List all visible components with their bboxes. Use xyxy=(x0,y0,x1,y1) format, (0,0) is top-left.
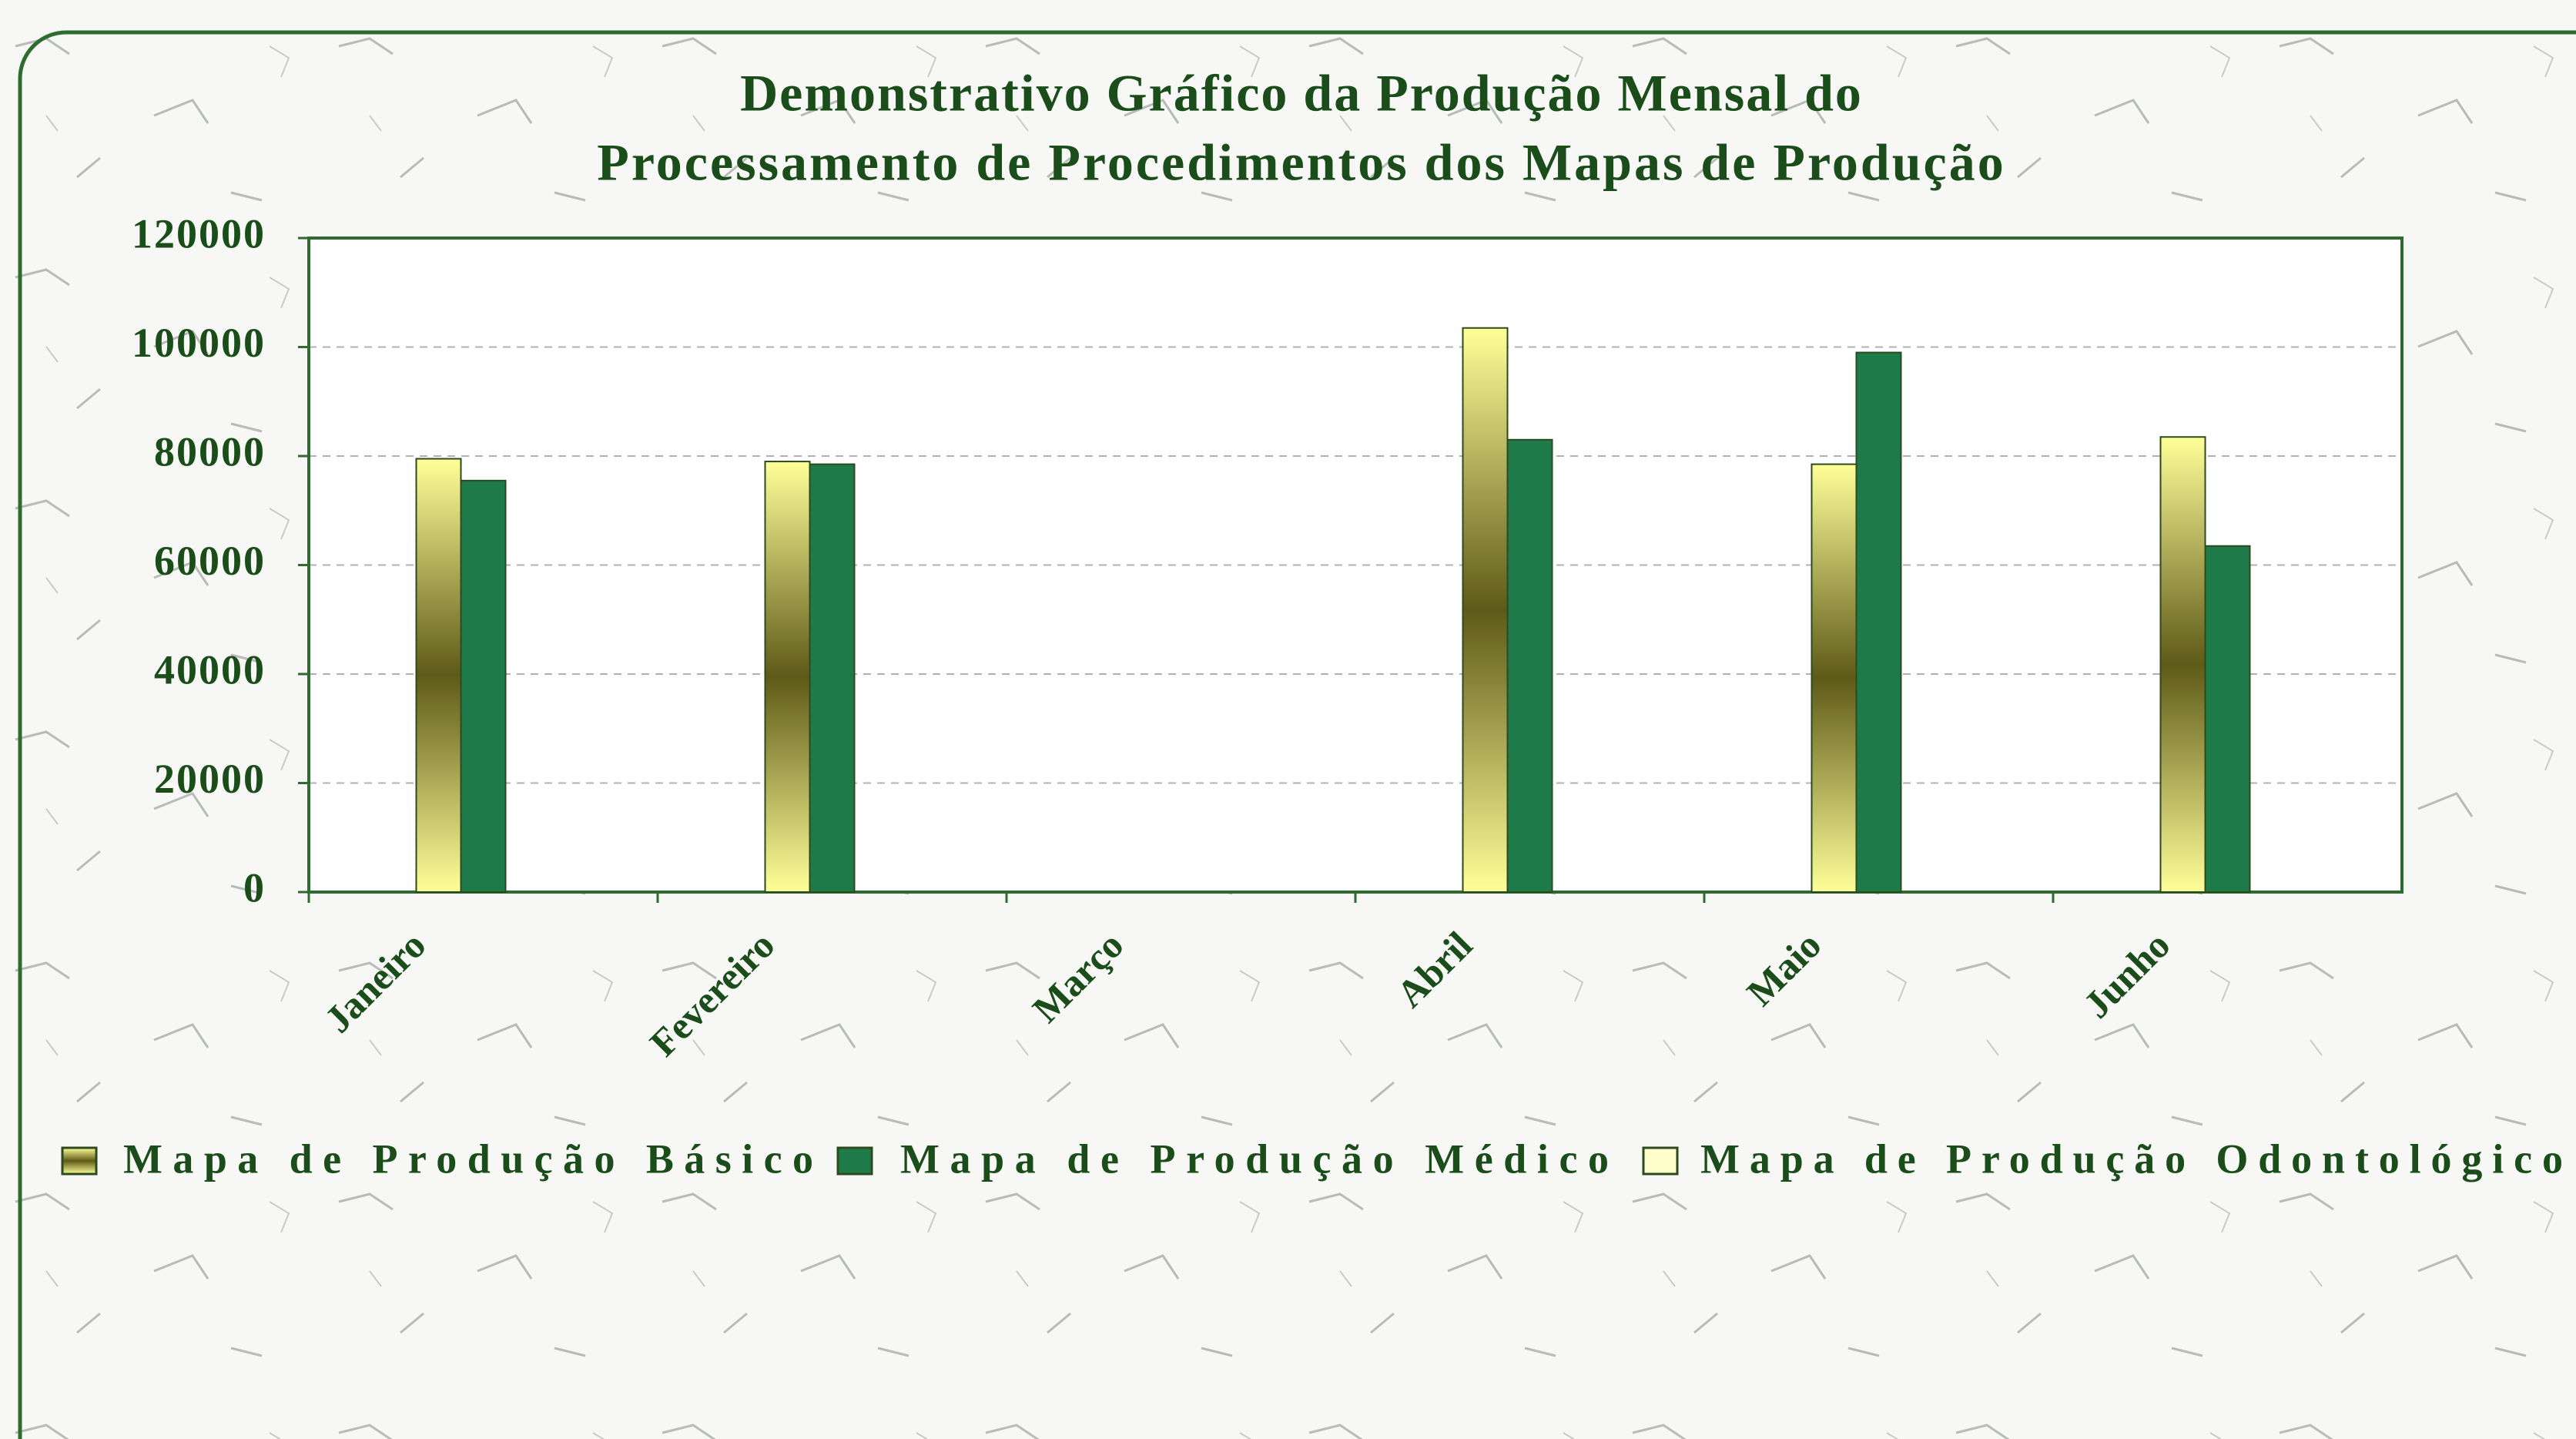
y-tick-label: 80000 xyxy=(154,428,266,475)
y-tick-label: 0 xyxy=(243,864,266,911)
bar xyxy=(2159,436,2206,893)
chart-title: Demonstrativo Gráfico da Produção Mensal… xyxy=(740,64,1863,122)
y-tick-label: 60000 xyxy=(154,538,266,584)
bar xyxy=(809,463,856,893)
bar xyxy=(460,479,507,893)
y-tick-label: 120000 xyxy=(132,210,266,257)
legend-swatch xyxy=(61,1146,98,1176)
chart-title: Processamento de Procedimentos dos Mapas… xyxy=(597,133,2005,192)
y-tick-label: 40000 xyxy=(154,646,266,693)
bar xyxy=(1462,327,1509,893)
legend-swatch xyxy=(836,1146,873,1176)
legend-label: Mapa de Produção Básico xyxy=(123,1135,813,1182)
legend-swatch xyxy=(1642,1146,1679,1176)
bar xyxy=(1506,438,1553,893)
y-tick-label: 20000 xyxy=(154,756,266,802)
bar xyxy=(2204,545,2251,893)
bar xyxy=(1811,463,1857,893)
bar xyxy=(764,461,811,893)
y-tick-label: 100000 xyxy=(132,320,266,366)
bar xyxy=(1855,351,1902,893)
legend-label: Mapa de Produção Médico xyxy=(900,1135,1609,1182)
bar xyxy=(415,458,462,893)
frame xyxy=(18,30,2576,1439)
